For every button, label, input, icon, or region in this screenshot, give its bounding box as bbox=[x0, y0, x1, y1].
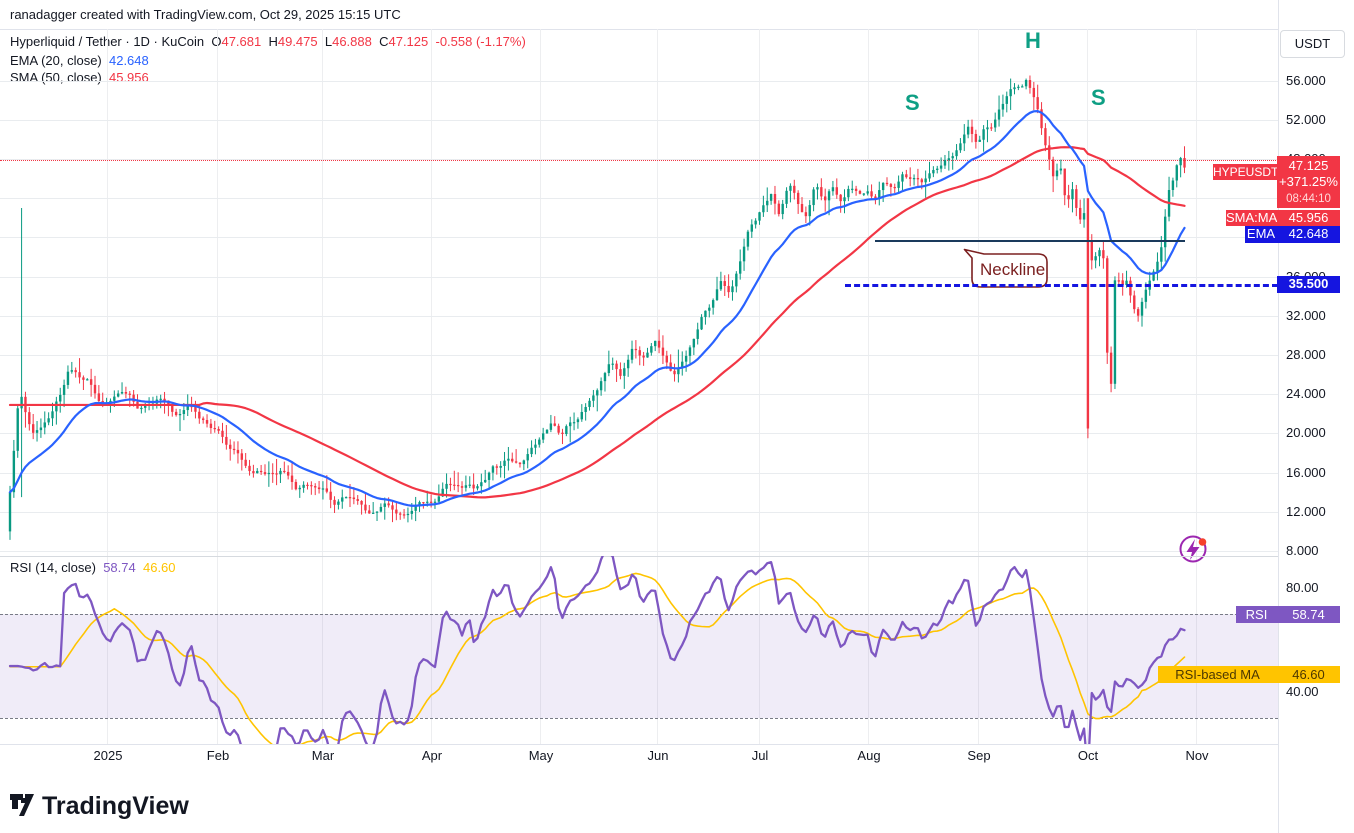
svg-text:Neckline: Neckline bbox=[980, 260, 1045, 279]
